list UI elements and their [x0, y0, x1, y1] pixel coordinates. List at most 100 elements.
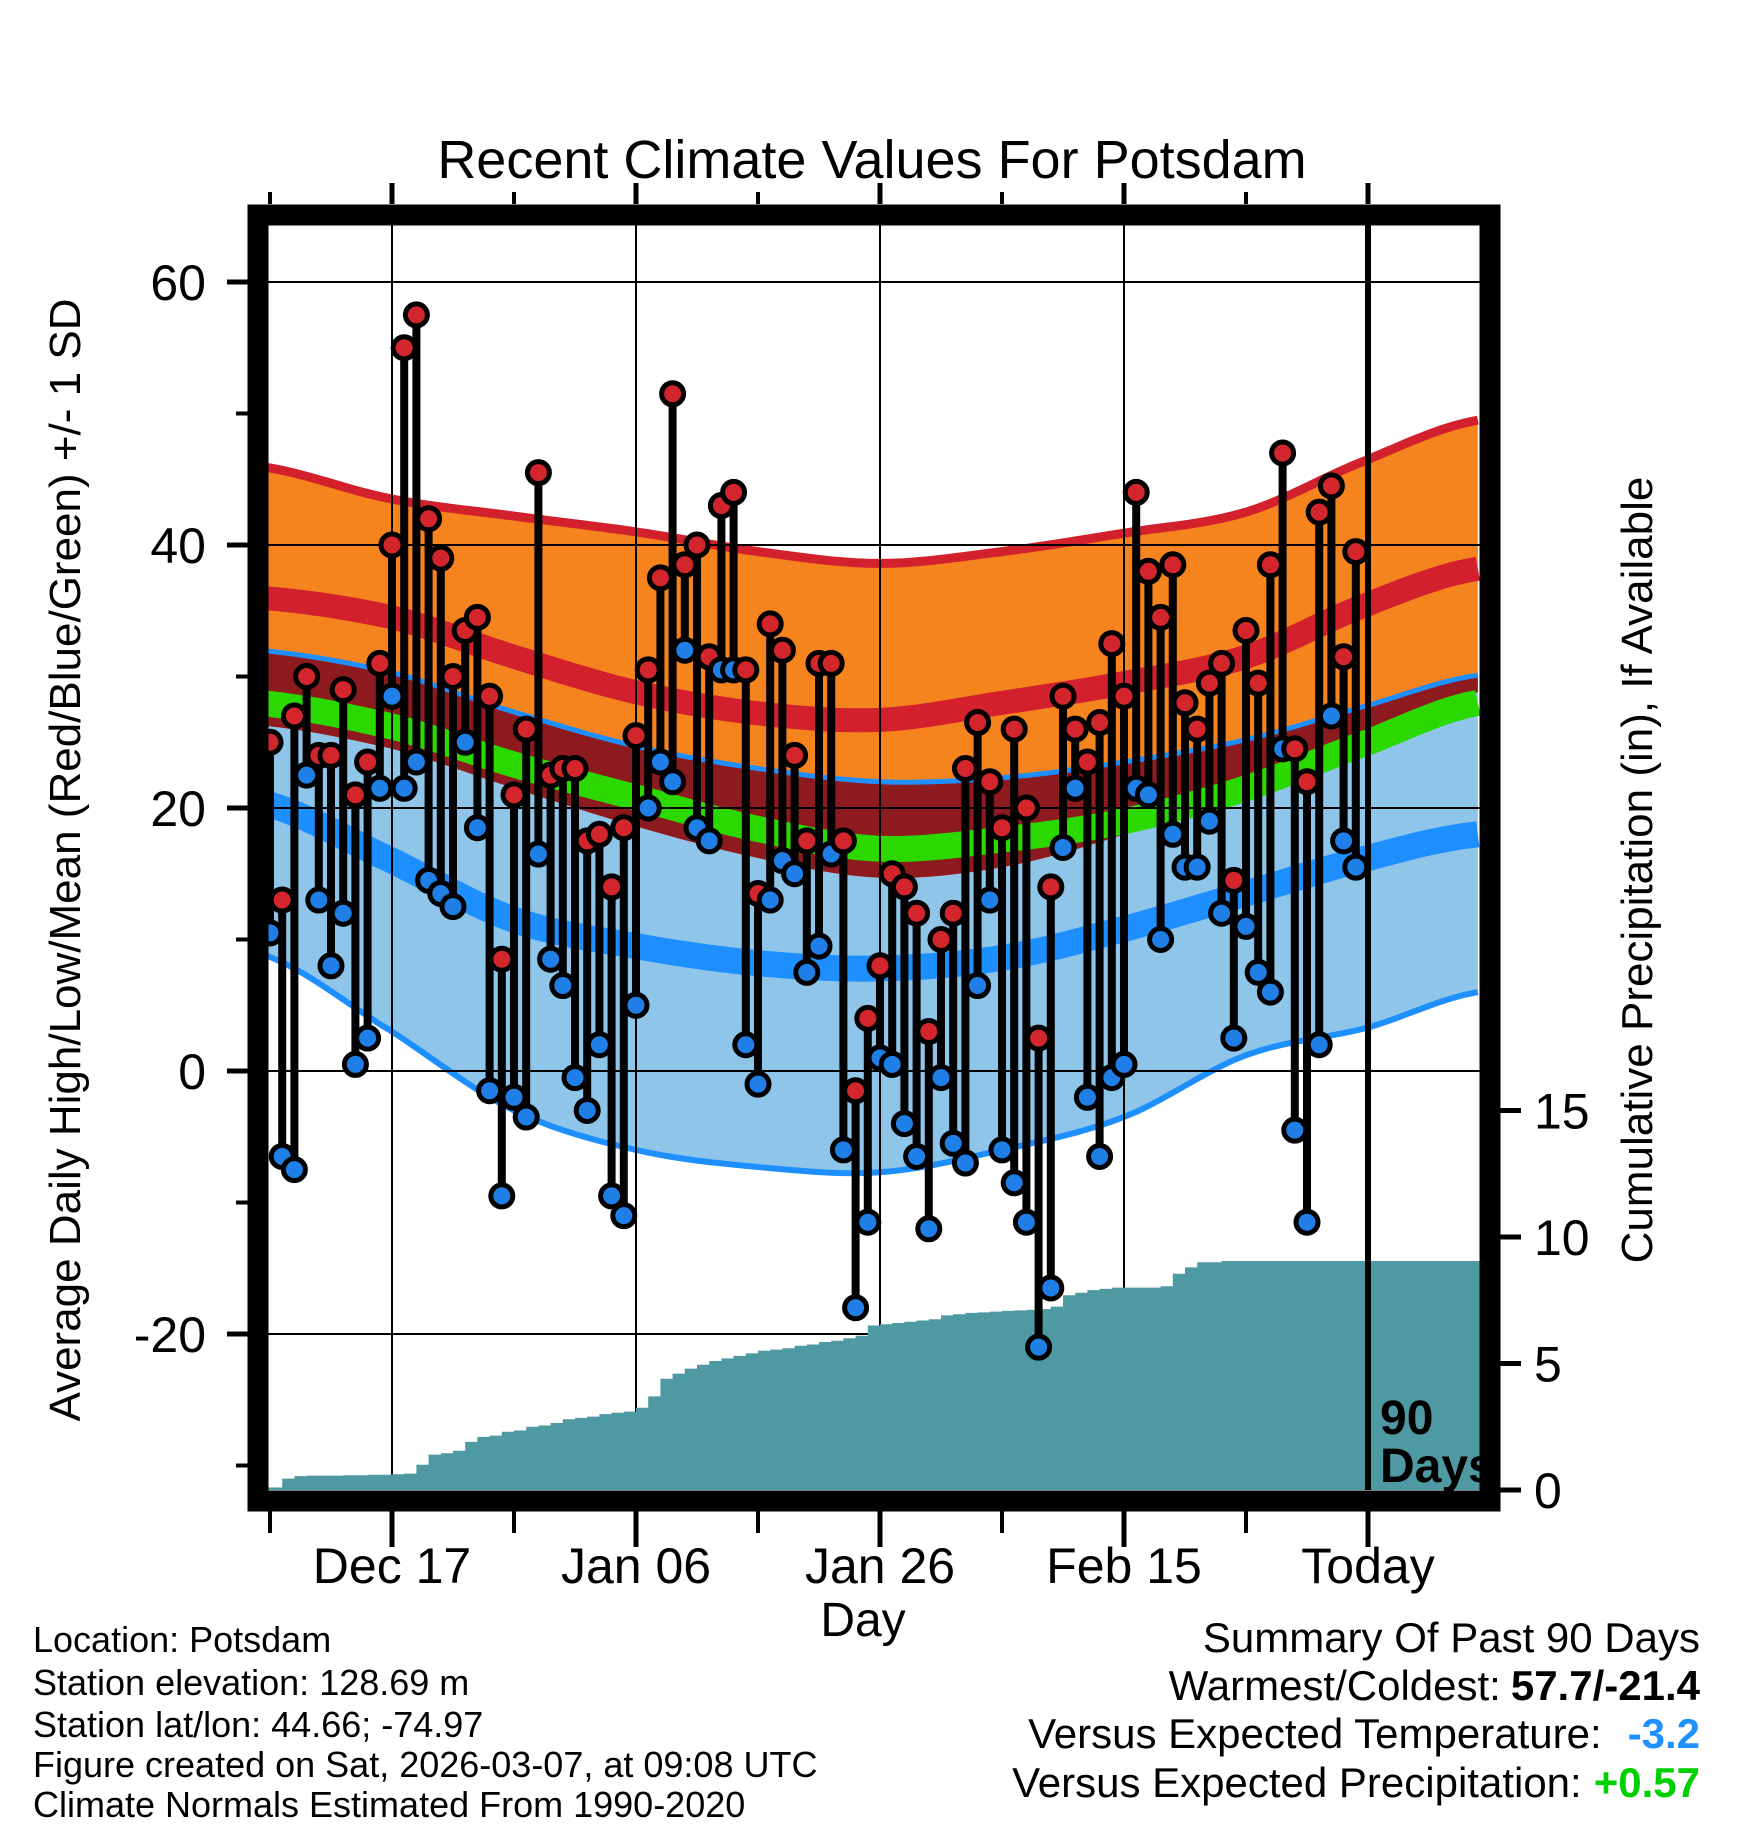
high-dot-day-77	[1195, 669, 1223, 697]
high-dot-day-89	[1342, 538, 1370, 566]
footer-normals: Climate Normals Estimated From 1990-2020	[33, 1784, 745, 1825]
high-dot-day-62	[1012, 794, 1040, 822]
high-dot-day-74	[1159, 551, 1187, 579]
high-dot-day-34	[671, 551, 699, 579]
low-dot-day-29	[610, 1202, 638, 1230]
low-dot-day-66	[1061, 774, 1089, 802]
low-dot-day-23	[537, 945, 565, 973]
high-dot-day-14	[427, 544, 455, 572]
high-dot-day-20	[500, 781, 528, 809]
low-dot-day-47	[829, 1136, 857, 1164]
high-dot-day-22	[524, 459, 552, 487]
low-dot-day-63	[1025, 1333, 1053, 1361]
high-dot-day-69	[1098, 630, 1126, 658]
high-dot-day-5	[317, 741, 345, 769]
x-tick-label: Today	[1301, 1538, 1434, 1594]
low-dot-day-84	[1281, 1116, 1309, 1144]
high-dot-day-56	[939, 899, 967, 927]
low-dot-day-25	[561, 1064, 589, 1092]
left-tick-label: 0	[178, 1044, 206, 1100]
low-dot-day-79	[1220, 1024, 1248, 1052]
right-tick-label: 5	[1534, 1337, 1562, 1393]
summary-warmest-coldest: Warmest/Coldest: 57.7/-21.4	[1169, 1662, 1701, 1709]
daily-stems	[266, 314, 1360, 1348]
low-dot-day-73	[1147, 926, 1175, 953]
low-dot-day-5	[317, 952, 345, 980]
low-dot-day-34	[671, 636, 699, 664]
high-dot-day-11	[390, 334, 418, 362]
high-dot-day-60	[988, 814, 1016, 842]
axis-ticks	[227, 183, 1521, 1547]
high-dot-day-39	[732, 656, 760, 684]
high-dot-day-75	[1171, 689, 1199, 717]
left-axis-title: Average Daily High/Low/Mean (Red/Blue/Gr…	[41, 299, 90, 1422]
high-dot-day-29	[610, 814, 638, 842]
low-dot-day-72	[1134, 781, 1162, 809]
low-dot-day-39	[732, 1031, 760, 1059]
low-dot-day-22	[524, 840, 552, 868]
low-dot-day-65	[1049, 833, 1077, 861]
low-dot-day-80	[1232, 912, 1260, 940]
summary-warmest-coldest-label: Warmest/Coldest:	[1169, 1662, 1501, 1709]
high-dot-day-35	[683, 531, 711, 559]
high-dot-day-81	[1244, 669, 1272, 697]
high-dot-day-83	[1269, 439, 1297, 467]
high-dot-day-71	[1122, 478, 1150, 506]
x-tick-label: Jan 26	[805, 1538, 955, 1594]
low-dot-day-45	[805, 932, 833, 960]
high-dot-day-31	[634, 656, 662, 684]
low-dot-day-15	[439, 893, 467, 921]
summary-vs-precip-value: +0.57	[1594, 1759, 1700, 1806]
right-tick-label: 0	[1534, 1463, 1562, 1519]
low-dot-day-10	[378, 682, 406, 710]
high-dot-day-86	[1305, 498, 1333, 526]
high-dot-day-12	[402, 301, 430, 329]
high-dot-day-70	[1110, 682, 1138, 710]
high-dot-day-38	[720, 478, 748, 506]
low-dot-day-4	[305, 886, 333, 914]
precip-staircase	[268, 1261, 1480, 1490]
low-dot-day-26	[573, 1096, 601, 1124]
low-dot-day-27	[585, 1031, 613, 1059]
low-dot-day-6	[329, 899, 357, 927]
low-dot-day-43	[781, 860, 809, 888]
high-dot-day-7	[341, 781, 369, 809]
high-dot-day-59	[976, 768, 1004, 796]
high-dot-day-88	[1330, 643, 1358, 671]
high-dot-day-2	[280, 702, 308, 730]
low-dot-day-53	[903, 1142, 931, 1170]
low-dot-day-49	[854, 1208, 882, 1236]
low-dot-day-55	[927, 1064, 955, 1092]
high-dot-day-1	[268, 886, 296, 914]
low-dot-day-67	[1073, 1083, 1101, 1111]
low-dot-day-19	[488, 1182, 516, 1210]
high-dot-day-30	[622, 722, 650, 750]
summary-vs-precip: Versus Expected Precipitation: +0.57	[1012, 1759, 1700, 1806]
high-dot-day-17	[463, 603, 491, 631]
high-dot-day-76	[1183, 715, 1211, 743]
summary-vs-precip-label: Versus Expected Precipitation:	[1012, 1759, 1582, 1806]
high-dot-day-80	[1232, 616, 1260, 644]
ninety-days-label-bottom: Days	[1380, 1440, 1495, 1493]
low-dot-day-77	[1195, 807, 1223, 835]
high-dot-day-55	[927, 926, 955, 953]
low-dot-day-8	[354, 1024, 382, 1052]
left-tick-label: 40	[150, 518, 206, 574]
high-dot-day-57	[951, 755, 979, 783]
high-dot-day-44	[793, 827, 821, 855]
low-dot-day-41	[756, 886, 784, 914]
summary-vs-temp-label: Versus Expected Temperature:	[1028, 1710, 1602, 1757]
high-dot-day-63	[1025, 1024, 1053, 1052]
right-tick-label: 10	[1534, 1210, 1590, 1266]
low-dot-day-12	[402, 748, 430, 776]
low-dot-day-56	[939, 1129, 967, 1157]
low-dot-day-44	[793, 958, 821, 986]
low-dot-day-89	[1342, 853, 1370, 881]
high-dot-day-3	[293, 663, 321, 690]
high-dot-day-68	[1086, 709, 1114, 737]
low-dot-day-74	[1159, 820, 1187, 848]
high-dot-day-47	[829, 827, 857, 855]
high-dot-day-8	[354, 748, 382, 776]
high-plus-sd-line	[268, 415, 1479, 568]
